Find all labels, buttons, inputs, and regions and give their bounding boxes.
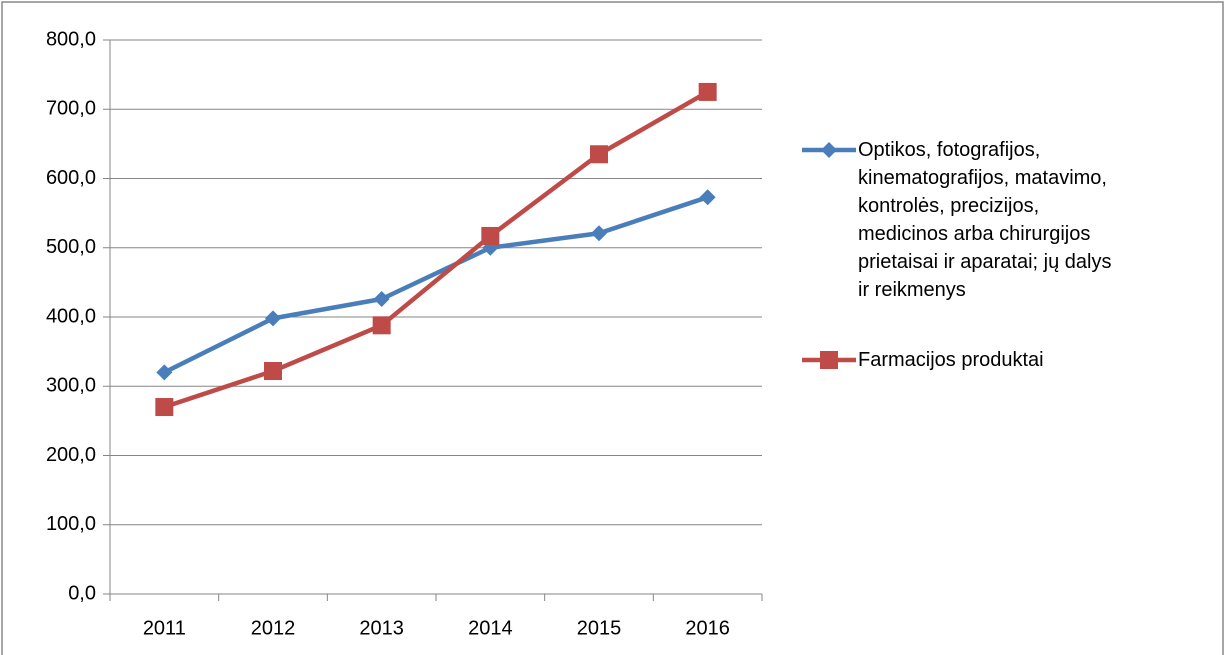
marker [264,362,282,381]
marker [481,226,500,245]
x-tick-label: 2012 [251,617,296,639]
legend-marker [820,351,838,369]
legend-label: Farmacijos produktai [858,349,1044,371]
legend-item: Farmacijos produktai [800,346,1200,374]
marker [155,398,174,417]
y-tick-label: 100,0 [46,513,96,535]
y-tick-label: 600,0 [46,167,96,189]
y-tick-label: 700,0 [46,98,96,120]
y-tick-label: 800,0 [46,28,96,50]
y-tick-label: 200,0 [46,444,96,466]
marker [373,290,390,307]
series-line [163,89,709,410]
x-tick-label: 2011 [143,617,186,639]
legend-label: Optikos, fotografijos, kinematografijos,… [858,139,1112,301]
y-tick-label: 0,0 [68,582,96,604]
x-tick-label: 2016 [685,617,730,639]
legend-item: Optikos, fotografijos, kinematografijos,… [800,136,1200,304]
series-line [163,195,709,375]
x-tick-label: 2013 [359,617,404,639]
legend-key [802,142,856,158]
y-tick-label: 500,0 [46,236,96,258]
x-tick-label: 2014 [468,617,513,639]
x-tick-label: 2015 [577,617,622,639]
marker [265,310,281,327]
legend-key [802,351,856,369]
y-tick-label: 300,0 [46,375,96,397]
marker [699,189,716,206]
y-tick-label: 400,0 [46,305,96,327]
marker [591,225,607,242]
marker [156,364,173,381]
marker [590,145,608,164]
marker [698,82,717,101]
legend-marker [821,142,837,158]
marker [372,316,391,335]
